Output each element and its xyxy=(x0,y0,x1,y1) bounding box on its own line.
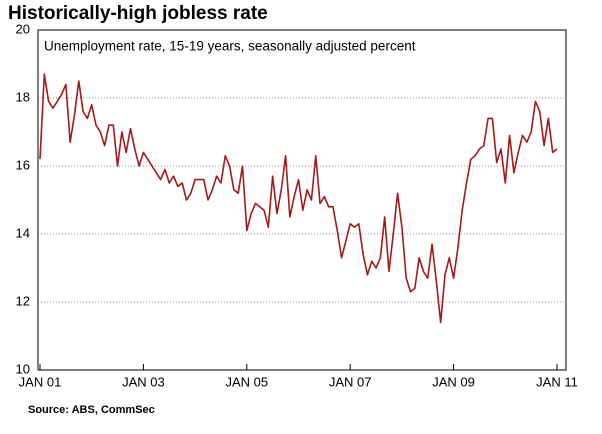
y-tick-label: 10 xyxy=(16,361,30,376)
plot-frame xyxy=(37,29,567,371)
chart-subtitle: Unemployment rate, 15-19 years, seasonal… xyxy=(44,39,416,54)
source-note: Source: ABS, CommSec xyxy=(28,404,155,416)
y-tick-label: 18 xyxy=(16,89,30,104)
data-line xyxy=(39,73,558,324)
x-tick-label: JAN 01 xyxy=(19,374,62,389)
x-tick-label: JAN 11 xyxy=(536,374,578,389)
y-tick-label: 16 xyxy=(16,157,30,172)
x-tick-label: JAN 03 xyxy=(122,374,165,389)
x-tick-label: JAN 05 xyxy=(225,374,268,389)
chart-title: Historically-high jobless rate xyxy=(8,3,268,24)
y-tick-label: 20 xyxy=(16,21,30,36)
y-tick-label: 14 xyxy=(16,225,30,240)
x-tick-label: JAN 09 xyxy=(432,374,475,389)
y-tick-label: 12 xyxy=(16,293,30,308)
x-tick-label: JAN 07 xyxy=(329,374,372,389)
